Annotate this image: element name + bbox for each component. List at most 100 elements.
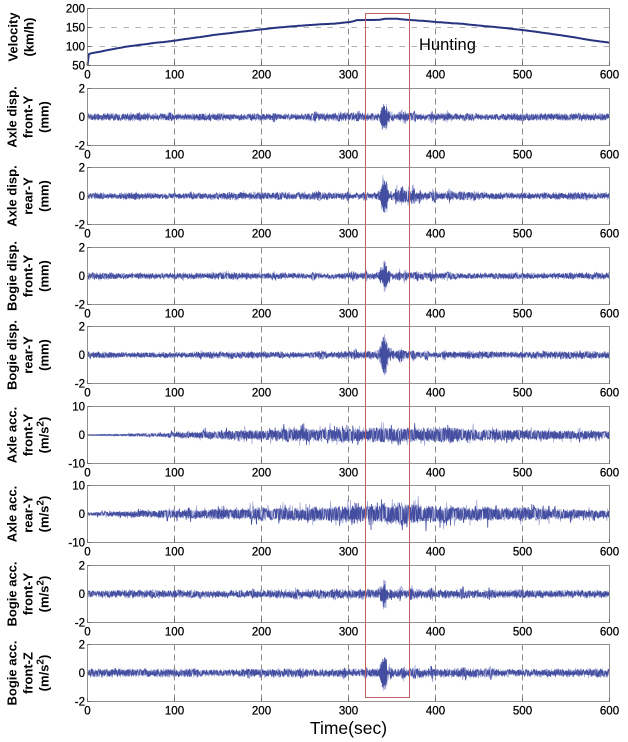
svg-text:Bogie acc.: Bogie acc. [5,640,20,705]
svg-text:0: 0 [84,547,90,559]
svg-text:(mm): (mm) [37,339,52,371]
svg-text:0: 0 [79,350,85,362]
svg-text:500: 500 [513,388,532,400]
svg-text:Hunting: Hunting [419,36,476,54]
svg-text:200: 200 [252,388,271,400]
svg-text:500: 500 [513,468,532,480]
svg-text:600: 600 [600,229,619,241]
svg-text:front-Y: front-Y [21,413,36,456]
svg-text:0: 0 [84,309,90,321]
svg-text:600: 600 [600,70,619,82]
svg-text:Bogie disp.: Bogie disp. [5,320,20,390]
svg-text:front-Z: front-Z [21,652,36,694]
svg-text:200: 200 [252,627,271,639]
svg-text:0: 0 [84,627,90,639]
svg-text:500: 500 [513,706,532,718]
svg-text:0: 0 [79,509,85,521]
svg-text:0: 0 [84,229,90,241]
svg-text:0: 0 [84,388,90,400]
svg-text:-10: -10 [68,459,85,471]
svg-text:2: 2 [79,243,85,255]
svg-text:400: 400 [426,229,445,241]
svg-text:500: 500 [513,547,532,559]
svg-text:200: 200 [252,229,271,241]
svg-text:150: 150 [66,23,85,35]
svg-text:0: 0 [79,668,85,680]
svg-text:front-Y: front-Y [21,572,36,615]
svg-text:500: 500 [513,150,532,162]
svg-text:300: 300 [339,547,358,559]
svg-text:2: 2 [79,640,85,652]
svg-text:-2: -2 [75,379,85,391]
svg-text:front-Y: front-Y [21,254,36,297]
svg-text:100: 100 [165,309,184,321]
svg-text:600: 600 [600,150,619,162]
svg-text:0: 0 [84,706,90,718]
svg-text:Bogie disp.: Bogie disp. [5,241,20,311]
svg-text:100: 100 [165,706,184,718]
svg-text:500: 500 [513,627,532,639]
svg-text:400: 400 [426,547,445,559]
svg-text:-2: -2 [75,697,85,709]
svg-text:300: 300 [339,388,358,400]
svg-text:-10: -10 [68,538,85,550]
svg-text:2: 2 [79,84,85,96]
svg-text:front-Y: front-Y [21,95,36,138]
svg-text:-2: -2 [75,220,85,232]
svg-text:400: 400 [426,150,445,162]
svg-text:(mm): (mm) [37,260,52,292]
svg-text:400: 400 [426,309,445,321]
svg-text:0: 0 [79,191,85,203]
svg-text:400: 400 [426,70,445,82]
svg-text:600: 600 [600,468,619,480]
svg-text:300: 300 [339,150,358,162]
svg-text:200: 200 [252,150,271,162]
svg-text:0: 0 [79,589,85,601]
svg-text:0: 0 [84,468,90,480]
svg-text:rear-Y: rear-Y [21,336,36,374]
svg-text:100: 100 [165,388,184,400]
svg-text:100: 100 [66,42,85,54]
svg-text:100: 100 [165,70,184,82]
svg-text:400: 400 [426,388,445,400]
svg-text:500: 500 [513,229,532,241]
svg-text:-2: -2 [75,618,85,630]
svg-text:10: 10 [72,402,85,414]
svg-text:400: 400 [426,468,445,480]
svg-text:200: 200 [66,4,85,16]
svg-text:600: 600 [600,388,619,400]
svg-text:300: 300 [339,70,358,82]
svg-text:Axle acc.: Axle acc. [5,486,20,542]
svg-text:300: 300 [339,468,358,480]
svg-text:10: 10 [72,481,85,493]
svg-text:400: 400 [426,627,445,639]
svg-text:2: 2 [79,322,85,334]
svg-text:100: 100 [165,627,184,639]
svg-text:2: 2 [79,561,85,573]
svg-text:Axle acc.: Axle acc. [5,407,20,463]
svg-text:600: 600 [600,627,619,639]
svg-text:100: 100 [165,229,184,241]
svg-text:300: 300 [339,706,358,718]
svg-text:400: 400 [426,706,445,718]
svg-text:Axle disp.: Axle disp. [5,86,20,147]
svg-text:0: 0 [79,430,85,442]
svg-text:Time(sec): Time(sec) [310,718,387,738]
svg-text:600: 600 [600,706,619,718]
svg-text:500: 500 [513,70,532,82]
svg-text:300: 300 [339,229,358,241]
svg-text:(km/h): (km/h) [22,18,37,57]
svg-text:500: 500 [513,309,532,321]
svg-text:200: 200 [252,70,271,82]
svg-text:100: 100 [165,468,184,480]
svg-text:-2: -2 [75,141,85,153]
svg-text:300: 300 [339,627,358,639]
svg-text:(mm): (mm) [37,180,52,212]
svg-text:300: 300 [339,309,358,321]
svg-text:600: 600 [600,547,619,559]
svg-text:Velocity: Velocity [6,12,21,62]
svg-text:100: 100 [165,547,184,559]
svg-text:200: 200 [252,547,271,559]
svg-text:-2: -2 [75,300,85,312]
svg-text:0: 0 [79,112,85,124]
